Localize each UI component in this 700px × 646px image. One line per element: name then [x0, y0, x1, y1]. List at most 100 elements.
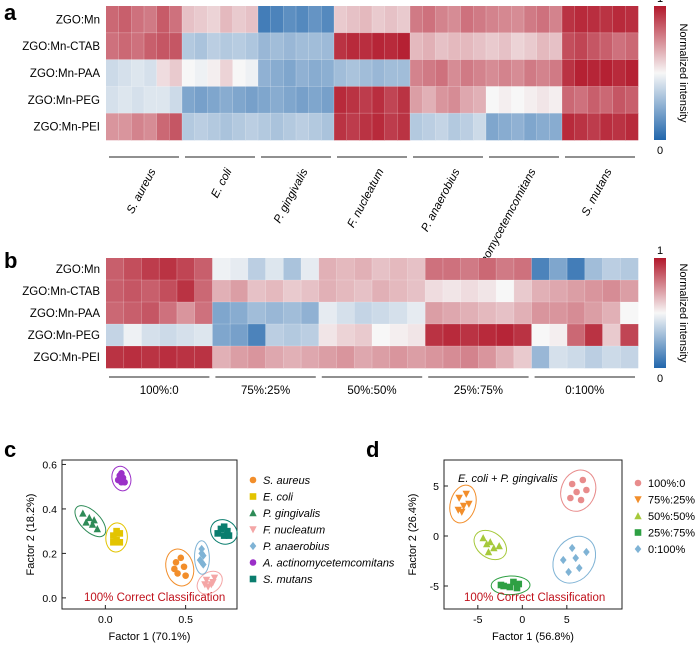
heatmap-cell — [308, 59, 322, 87]
heatmap-cell — [354, 324, 373, 347]
data-point — [497, 581, 505, 589]
heatmap-cell — [283, 86, 297, 114]
heatmap-cell — [283, 6, 297, 34]
heatmap-cell — [156, 32, 170, 60]
heatmap-cell — [549, 258, 568, 281]
heatmap-cell — [574, 113, 588, 141]
data-point — [90, 516, 98, 524]
colorbar-min-label: 0 — [657, 373, 663, 385]
data-point — [180, 563, 188, 571]
data-point — [201, 581, 209, 589]
heatmap-cell — [106, 258, 125, 281]
data-point — [515, 580, 523, 588]
heatmap-cell — [258, 59, 271, 87]
data-point — [207, 581, 216, 589]
heatmap-cell — [169, 32, 183, 60]
heatmap-cell — [169, 113, 183, 141]
heatmap-row-label: ZGO:Mn-PEG — [28, 95, 100, 107]
heatmap-cell — [511, 59, 525, 87]
heatmap-cell — [232, 113, 246, 141]
data-point — [249, 526, 257, 534]
heatmap-cell — [460, 113, 474, 141]
data-point — [565, 567, 572, 577]
heatmap-cell — [247, 302, 266, 325]
heatmap-cell — [207, 6, 221, 34]
heatmap-cell — [265, 258, 284, 281]
data-point — [110, 532, 117, 539]
cluster-ellipse — [490, 575, 531, 596]
heatmap-cell — [496, 346, 515, 369]
heatmap-cell — [245, 59, 259, 87]
heatmap-cell — [207, 32, 221, 60]
heatmap-cell — [334, 86, 347, 114]
heatmap-cell — [513, 302, 532, 325]
data-point — [465, 500, 473, 508]
data-point — [459, 502, 468, 510]
data-point — [79, 509, 87, 517]
heatmap-cell — [283, 258, 302, 281]
heatmap-cell — [207, 59, 221, 87]
heatmap-cell — [245, 86, 259, 114]
heatmap-cell — [265, 324, 284, 347]
heatmap-cell — [123, 280, 142, 303]
heatmap-cell — [230, 302, 249, 325]
heatmap-cell — [531, 302, 550, 325]
legend-label: S. aureus — [263, 475, 311, 487]
heatmap-cell — [549, 6, 563, 34]
heatmap-cell — [531, 280, 550, 303]
heatmap-cell — [410, 59, 423, 87]
heatmap-cell — [346, 6, 360, 34]
heatmap-cell — [384, 32, 398, 60]
group-label: S. aureus — [125, 167, 159, 216]
heatmap-cell — [283, 59, 297, 87]
heatmap-cell — [106, 113, 119, 141]
heatmap-cell — [587, 86, 601, 114]
heatmap-cell — [397, 32, 411, 60]
heatmap-cell — [574, 6, 588, 34]
heatmap-cell — [478, 324, 497, 347]
heatmap-cell — [410, 32, 423, 60]
heatmap-cell — [220, 32, 233, 60]
legend-label: A. actinomycetemcomitans — [262, 558, 395, 570]
heatmap-cell — [131, 32, 145, 60]
heatmap-cell — [397, 86, 411, 114]
legend-label: 100%:0 — [648, 478, 685, 490]
heatmap-cell — [141, 346, 160, 369]
cluster-ellipse — [552, 535, 597, 584]
data-point — [172, 558, 180, 566]
heatmap-cell — [612, 59, 626, 87]
data-point — [93, 525, 102, 533]
heatmap-cell — [207, 86, 221, 114]
heatmap-cell — [354, 346, 373, 369]
heatmap-cell — [486, 113, 499, 141]
legend-label: P. anaerobius — [263, 541, 330, 553]
heatmap-cell — [308, 113, 322, 141]
data-point — [568, 480, 576, 488]
heatmap-cell — [448, 86, 461, 114]
heatmap-cell — [336, 346, 355, 369]
data-point — [113, 527, 120, 535]
heatmap-cell — [602, 302, 621, 325]
heatmap-cell — [372, 113, 385, 141]
data-point — [634, 544, 642, 554]
data-point — [458, 508, 466, 516]
heatmap-cell — [397, 59, 411, 87]
data-point — [214, 530, 222, 537]
heatmap-cell — [448, 32, 461, 60]
heatmap-cell — [245, 113, 259, 141]
group-label: P. anaerobius — [419, 167, 462, 234]
scatter-d-subtitle: E. coli + P. gingivalis — [458, 473, 558, 485]
heatmap-cell — [176, 346, 195, 369]
data-point — [220, 532, 228, 539]
heatmap-cell — [473, 32, 487, 60]
data-point — [577, 496, 585, 504]
heatmap-cell — [296, 86, 309, 114]
heatmap-cell — [625, 32, 639, 60]
heatmap-b-group-labels: 100%:0 75%:25% 50%:50% 25%:75% 0:100% — [109, 376, 635, 397]
heatmap-cell — [230, 258, 249, 281]
heatmap-cell — [144, 113, 157, 141]
heatmap-cell — [336, 302, 355, 325]
heatmap-cell — [448, 113, 461, 141]
x-tick-label: 0.0 — [98, 614, 113, 626]
data-point — [573, 488, 580, 496]
